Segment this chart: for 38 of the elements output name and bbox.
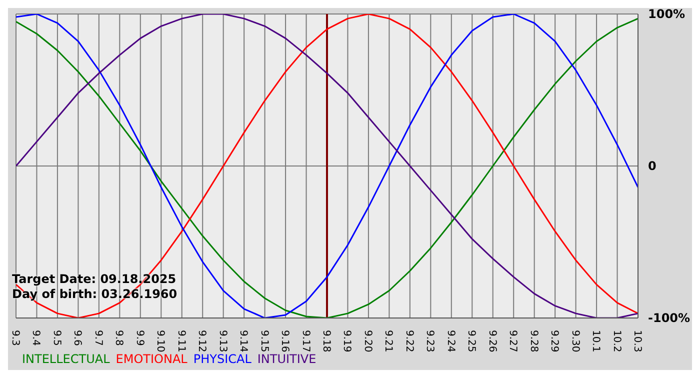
x-tick-label: 9.26: [486, 330, 498, 352]
x-tick-label: 9.16: [279, 330, 290, 352]
x-tick-label: 9.28: [528, 330, 539, 352]
x-tick-label: 10.3: [632, 330, 642, 352]
x-tick-label: 9.9: [134, 330, 145, 346]
x-tick-label: 9.8: [113, 330, 124, 346]
x-tick-label: 9.13: [216, 330, 228, 352]
x-tick-label: 9.14: [238, 330, 249, 352]
x-tick-label: 9.7: [92, 330, 104, 346]
x-tick-label: 9.15: [258, 330, 270, 352]
x-tick-label: 10.1: [590, 330, 602, 352]
x-tick-label: 9.5: [50, 330, 62, 346]
x-tick-label: 9.22: [403, 330, 414, 352]
x-tick-label: 9.25: [466, 330, 477, 352]
x-tick-label: 9.29: [548, 330, 560, 352]
x-tick-label: 9.4: [30, 330, 42, 346]
y-tick-label: 100%: [648, 7, 686, 22]
text: EMOTIONAL: [116, 352, 188, 366]
x-tick-label: 9.30: [569, 330, 580, 352]
x-tick-label: 9.18: [320, 330, 332, 352]
x-tick-label: 9.21: [382, 330, 394, 352]
x-tick-label: 9.27: [507, 330, 518, 352]
text: PHYSICAL: [193, 352, 252, 366]
y-tick-label: -100%: [648, 311, 690, 326]
x-tick-label: 9.20: [362, 330, 373, 352]
y-tick-label: 0: [648, 159, 656, 174]
x-tick-label: 9.19: [341, 330, 352, 352]
x-tick-label: 9.11: [175, 330, 186, 352]
x-tick-label: 9.12: [196, 330, 208, 352]
x-tick-label: 9.17: [300, 330, 311, 352]
x-tick-label: 9.6: [72, 330, 83, 346]
x-tick-label: 9.24: [444, 330, 456, 352]
x-tick-label: 9.3: [10, 330, 20, 346]
text: INTUITIVE: [257, 352, 316, 366]
text: INTELLECTUAL: [22, 352, 110, 366]
x-tick-label: 10.2: [610, 330, 622, 352]
x-tick-label: 9.23: [424, 330, 436, 352]
x-tick-label: 9.10: [154, 330, 166, 352]
